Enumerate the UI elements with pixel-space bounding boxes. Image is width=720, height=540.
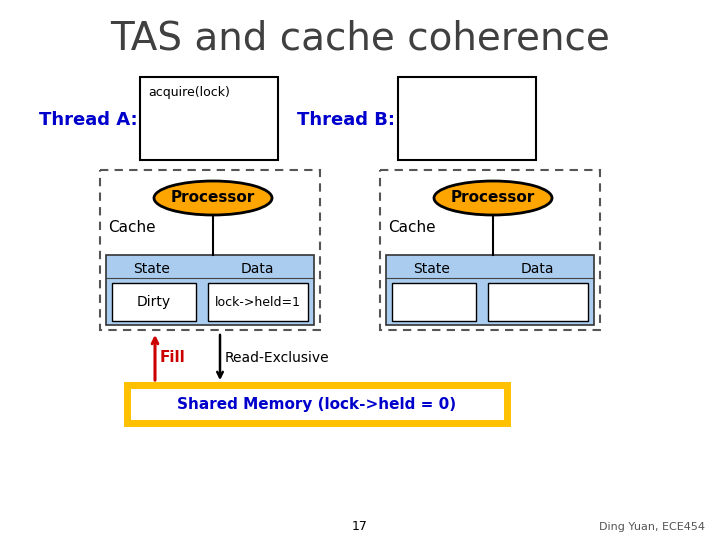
Ellipse shape — [434, 181, 552, 215]
Ellipse shape — [154, 181, 272, 215]
Bar — [398, 77, 536, 160]
Bar — [207, 283, 308, 321]
Bar — [106, 255, 314, 325]
Bar — [487, 283, 588, 321]
Text: State: State — [413, 262, 450, 276]
Bar — [127, 385, 507, 423]
Text: Shared Memory (lock->held = 0): Shared Memory (lock->held = 0) — [177, 396, 456, 411]
Text: Cache: Cache — [108, 220, 156, 235]
Text: Data: Data — [521, 262, 554, 276]
Text: Thread B:: Thread B: — [297, 111, 395, 129]
Text: Data: Data — [241, 262, 274, 276]
Bar — [140, 77, 278, 160]
Text: Processor: Processor — [171, 191, 255, 206]
Bar — [386, 255, 594, 325]
Text: Ding Yuan, ECE454: Ding Yuan, ECE454 — [599, 522, 705, 532]
Text: Thread A:: Thread A: — [40, 111, 138, 129]
Text: Cache: Cache — [388, 220, 436, 235]
Text: 17: 17 — [352, 521, 368, 534]
Bar — [100, 170, 320, 330]
Text: Fill: Fill — [160, 350, 186, 365]
Text: lock->held=1: lock->held=1 — [215, 295, 301, 308]
Text: State: State — [133, 262, 170, 276]
Text: Dirty: Dirty — [137, 295, 171, 309]
Text: Read-Exclusive: Read-Exclusive — [225, 350, 330, 365]
Text: TAS and cache coherence: TAS and cache coherence — [110, 19, 610, 57]
Bar — [112, 283, 196, 321]
Text: acquire(lock): acquire(lock) — [148, 86, 230, 99]
Text: Processor: Processor — [451, 191, 535, 206]
Bar — [392, 283, 476, 321]
Bar — [380, 170, 600, 330]
